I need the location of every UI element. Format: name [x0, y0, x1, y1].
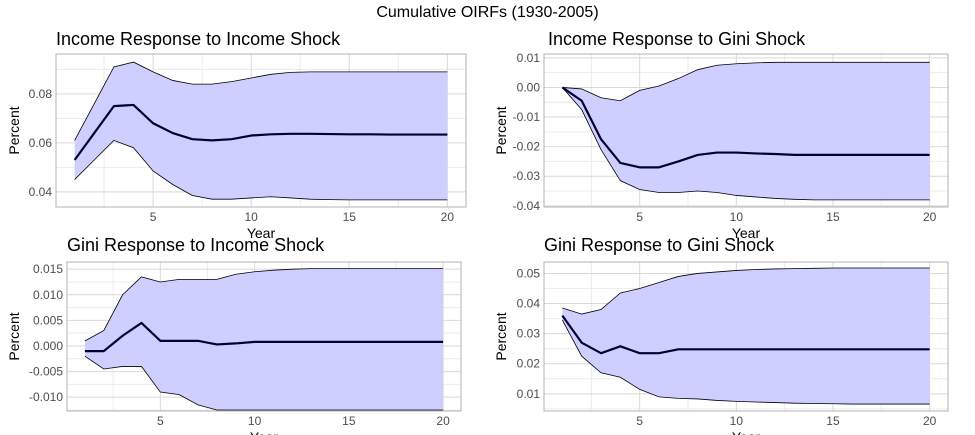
y-tick-label: -0.02 [513, 140, 541, 154]
response-line [73, 103, 448, 161]
x-tick-label: 10 [730, 414, 744, 428]
x-tick-label: 10 [730, 210, 744, 224]
y-tick-label: 0.010 [33, 288, 63, 302]
x-tick-label: 20 [923, 414, 937, 428]
panel-gini-gini: Gini Response to Gini Shock 5 10 15 20 0.01 0.… [493, 235, 949, 435]
y-tick-label: -0.010 [29, 390, 63, 404]
confidence-band [562, 268, 930, 405]
x-tick-label: 5 [157, 414, 164, 428]
panel-title: Gini Response to Gini Shock [544, 235, 775, 255]
panel-border [543, 53, 949, 208]
y-tick-label: 0.01 [517, 387, 541, 401]
y-axis-label: Percent [6, 312, 22, 360]
y-tick-label: 0.03 [517, 327, 541, 341]
panel-title: Income Response to Income Shock [56, 29, 341, 49]
x-axis-label: Year [250, 429, 279, 435]
panel-title: Gini Response to Income Shock [67, 235, 325, 255]
y-tick-label: -0.03 [513, 169, 541, 183]
upper-bound-line [84, 268, 444, 342]
lower-bound-line [84, 355, 444, 411]
upper-bound-line [562, 61, 930, 102]
upper-bound-line [562, 267, 930, 315]
y-tick-label: 0.02 [517, 357, 541, 371]
x-tick-label: 20 [923, 210, 937, 224]
x-tick-label: 15 [826, 210, 840, 224]
lower-bound-line [74, 139, 448, 201]
confidence-band [84, 268, 444, 410]
response-line [561, 86, 930, 169]
panel-border [543, 261, 949, 412]
x-tick-label: 5 [636, 414, 643, 428]
x-tick-label: 15 [343, 210, 357, 224]
y-tick-label: 0.015 [33, 262, 63, 276]
panel-title: Income Response to Gini Shock [548, 29, 806, 49]
x-tick-label: 20 [436, 414, 450, 428]
response-line [561, 314, 930, 355]
response-line [84, 321, 444, 353]
y-tick-label: 0.05 [517, 266, 541, 280]
panel-income-income: Income Response to Income Shock 5 10 15 20 0.… [6, 29, 467, 241]
x-tick-label: 10 [245, 210, 259, 224]
y-tick-label: 0.04 [29, 185, 53, 199]
y-tick-label: 0.04 [517, 297, 541, 311]
y-tick-label: -0.04 [513, 199, 541, 213]
y-tick-label: -0.005 [29, 365, 63, 379]
x-tick-label: 20 [441, 210, 455, 224]
y-tick-label: 0.08 [29, 87, 53, 101]
panel-income-gini: Income Response to Gini Shock 5 10 15 20 -0.0… [493, 29, 949, 241]
y-tick-label: 0.005 [33, 313, 63, 327]
confidence-band [74, 62, 448, 200]
x-axis-label: Year [732, 429, 761, 435]
panel-border [55, 53, 467, 208]
x-axis-label: Year [732, 225, 761, 241]
figure-title: Cumulative OIRFs (1930-2005) [376, 4, 599, 21]
y-axis-label: Percent [493, 312, 509, 360]
y-tick-label: 0.000 [33, 339, 63, 353]
lower-bound-line [562, 87, 930, 201]
x-tick-label: 15 [342, 414, 356, 428]
y-tick-label: -0.01 [513, 110, 541, 124]
x-tick-label: 5 [150, 210, 157, 224]
y-tick-label: 0.01 [517, 51, 541, 65]
x-tick-label: 15 [826, 414, 840, 428]
upper-bound-line [74, 61, 448, 141]
y-tick-label: 0.00 [517, 80, 541, 94]
y-axis-label: Percent [493, 106, 509, 154]
panel-gini-income: Gini Response to Income Shock 5 10 15 20 -0.0… [6, 235, 462, 435]
confidence-band [562, 62, 930, 200]
lower-bound-line [562, 319, 930, 405]
x-axis-label: Year [247, 225, 276, 241]
y-tick-label: 0.06 [29, 136, 53, 150]
x-tick-label: 10 [248, 414, 262, 428]
x-tick-label: 5 [636, 210, 643, 224]
panel-border [66, 261, 462, 412]
y-axis-label: Percent [6, 106, 22, 154]
